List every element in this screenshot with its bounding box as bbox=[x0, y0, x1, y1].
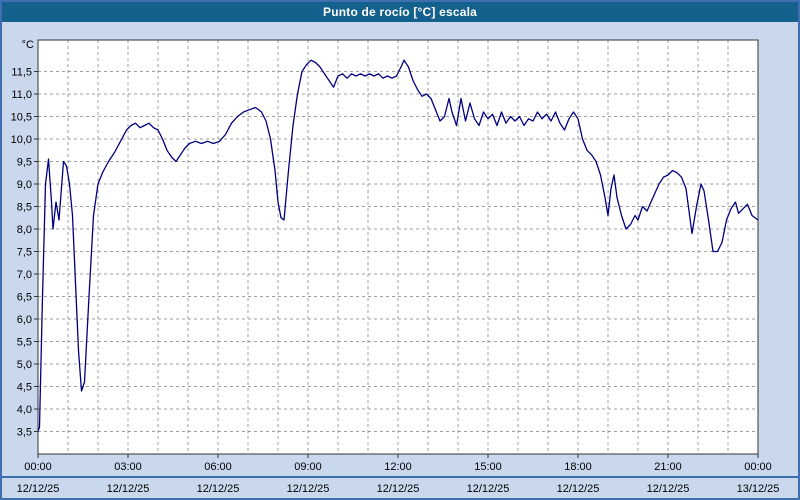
x-tick-date-label: 12/12/25 bbox=[467, 483, 510, 495]
x-tick-time-label: 00:00 bbox=[744, 461, 772, 473]
y-tick-label: 8,5 bbox=[17, 202, 32, 214]
x-tick-date-label: 12/12/25 bbox=[287, 483, 330, 495]
x-tick-date-label: 13/12/25 bbox=[737, 483, 780, 495]
y-tick-label: 7,5 bbox=[17, 247, 32, 259]
x-tick-date-label: 12/12/25 bbox=[647, 483, 690, 495]
dew-point-line-chart: 11,5 11,0 10,5 10,0 9,5 9,0 8,5 8,0 7,5 7,0 6,5 6,0… bbox=[2, 39, 798, 495]
y-tick-label: 11,0 bbox=[11, 89, 32, 101]
y-tick-label: 9,0 bbox=[17, 179, 32, 191]
chart-container: 11,5 11,0 10,5 10,0 9,5 9,0 8,5 8,0 7,5 7,0 6,5 6,0… bbox=[2, 22, 798, 498]
y-tick-label: 10,0 bbox=[11, 134, 32, 146]
y-tick-label: 5,0 bbox=[17, 359, 32, 371]
x-tick-time-label: 03:00 bbox=[114, 461, 142, 473]
y-tick-label: 6,0 bbox=[17, 314, 32, 326]
x-tick-time-label: 18:00 bbox=[564, 461, 592, 473]
plot-border bbox=[37, 39, 759, 455]
y-tick-label: 7,0 bbox=[17, 269, 32, 281]
y-tick-label: 6,5 bbox=[17, 292, 32, 304]
x-tick-time-label: 12:00 bbox=[384, 461, 412, 473]
y-axis-unit-label: °C bbox=[22, 39, 34, 51]
y-tick-label: 8,0 bbox=[17, 224, 32, 236]
x-tick-date-label: 12/12/25 bbox=[17, 483, 60, 495]
y-tick-label: 9,5 bbox=[17, 157, 32, 169]
y-tick-label: 4,5 bbox=[17, 382, 32, 394]
chart-title: Punto de rocío [°C] escala bbox=[322, 5, 478, 19]
dew-point-series-line bbox=[37, 59, 759, 433]
x-tick-time-label: 06:00 bbox=[204, 461, 232, 473]
y-tick-label: 11,5 bbox=[11, 67, 32, 79]
y-tick-label: 10,5 bbox=[11, 112, 32, 124]
y-tick-label: 3,5 bbox=[17, 427, 32, 439]
x-tick-date-label: 12/12/25 bbox=[107, 483, 150, 495]
x-tick-time-label: 21:00 bbox=[654, 461, 682, 473]
x-tick-time-label: 00:00 bbox=[24, 461, 52, 473]
y-tick-label: 5,5 bbox=[17, 337, 32, 349]
x-tick-date-label: 12/12/25 bbox=[557, 483, 600, 495]
title-bar: Punto de rocío [°C] escala bbox=[2, 2, 798, 22]
y-tick-label: 4,0 bbox=[17, 404, 32, 416]
x-tick-date-label: 12/12/25 bbox=[197, 483, 240, 495]
x-tick-time-label: 15:00 bbox=[474, 461, 502, 473]
x-tick-time-label: 09:00 bbox=[294, 461, 322, 473]
x-tick-date-label: 12/12/25 bbox=[377, 483, 420, 495]
